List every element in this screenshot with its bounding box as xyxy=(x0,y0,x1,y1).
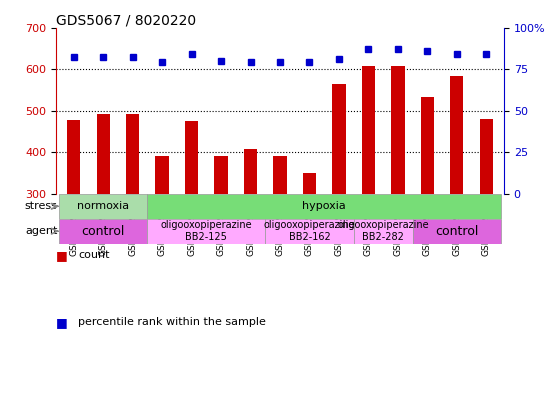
Bar xyxy=(362,66,375,318)
Bar xyxy=(421,97,434,318)
Text: oligooxopiperazine
BB2-162: oligooxopiperazine BB2-162 xyxy=(264,220,355,242)
Bar xyxy=(59,194,147,219)
Bar xyxy=(303,173,316,318)
Text: ■: ■ xyxy=(56,316,68,329)
Bar xyxy=(332,84,346,318)
Bar xyxy=(147,194,501,219)
Bar xyxy=(244,149,257,318)
Text: stress: stress xyxy=(25,201,58,211)
Bar xyxy=(214,156,228,318)
Text: control: control xyxy=(435,225,479,238)
Text: normoxia: normoxia xyxy=(77,201,129,211)
Bar xyxy=(67,120,80,318)
Text: oligooxopiperazine
BB2-282: oligooxopiperazine BB2-282 xyxy=(337,220,429,242)
Bar xyxy=(480,119,493,318)
Bar xyxy=(450,76,464,318)
Bar xyxy=(185,121,198,318)
Bar xyxy=(147,219,265,244)
Bar xyxy=(391,66,404,318)
Bar xyxy=(96,114,110,318)
Text: hypoxia: hypoxia xyxy=(302,201,346,211)
Bar xyxy=(413,219,501,244)
Text: count: count xyxy=(78,250,110,261)
Text: GDS5067 / 8020220: GDS5067 / 8020220 xyxy=(56,13,196,28)
Bar xyxy=(273,156,287,318)
Text: ■: ■ xyxy=(56,249,68,262)
Bar xyxy=(265,219,354,244)
Bar xyxy=(354,219,413,244)
Bar xyxy=(59,219,147,244)
Bar xyxy=(126,114,139,318)
Bar xyxy=(156,156,169,318)
Text: control: control xyxy=(81,225,125,238)
Text: agent: agent xyxy=(25,226,58,236)
Text: oligooxopiperazine
BB2-125: oligooxopiperazine BB2-125 xyxy=(161,220,252,242)
Text: percentile rank within the sample: percentile rank within the sample xyxy=(78,317,266,327)
